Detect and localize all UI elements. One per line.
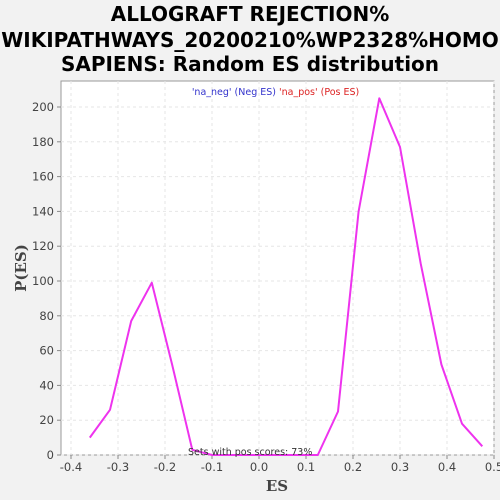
y-tick-label: 160	[32, 170, 54, 184]
x-tick-label: 0.2	[344, 460, 362, 474]
x-tick-label: -0.1	[201, 460, 223, 474]
y-tick-label: 120	[32, 239, 54, 253]
grid	[61, 81, 495, 456]
y-tick-label: 80	[39, 309, 54, 323]
legend: 'na_neg' (Neg ES) 'na_pos' (Pos ES)	[192, 87, 359, 98]
y-tick-label: 20	[39, 413, 54, 427]
plot-area	[60, 80, 495, 456]
series-layer	[88, 97, 484, 456]
y-tick-label: 40	[39, 378, 54, 392]
y-tick-label: 140	[32, 204, 54, 218]
legend-entry-pos: 'na_pos' (Pos ES)	[279, 87, 359, 98]
chart-title-line-1: ALLOGRAFT REJECTION%	[111, 2, 390, 26]
y-tick-label: 60	[39, 344, 54, 358]
legend-entry-neg: 'na_neg' (Neg ES)	[192, 87, 276, 98]
x-tick-label: -0.4	[60, 460, 82, 474]
x-tick-label: 0.4	[438, 460, 456, 474]
chart-title-line-3: SAPIENS: Random ES distribution	[61, 52, 439, 76]
pos-scores-annotation: Sets with pos scores: 73%	[188, 447, 312, 458]
x-axis-label: ES	[266, 477, 288, 495]
series-line-0	[88, 97, 484, 456]
y-axis-label: P(ES)	[12, 244, 30, 292]
y-tick-label: 0	[47, 448, 54, 462]
chart-title-line-2: WIKIPATHWAYS_20200210%WP2328%HOMO	[1, 28, 499, 52]
x-tick-label: 0.1	[297, 460, 315, 474]
x-tick-label: 0.5	[485, 460, 500, 474]
y-tick-label: 100	[32, 274, 54, 288]
x-tick-label: -0.2	[154, 460, 176, 474]
axis-ticks: -0.4 -0.3 -0.2 -0.1 0.0 0.1 0.2 0.3 0.4 0.5 0 20 40 6…	[32, 100, 500, 474]
y-tick-label: 200	[32, 100, 54, 114]
x-tick-label: 0.0	[250, 460, 268, 474]
chart-title: ALLOGRAFT REJECTION% WIKIPATHWAYS_202002…	[1, 2, 499, 76]
x-tick-label: -0.3	[107, 460, 129, 474]
y-tick-label: 180	[32, 135, 54, 149]
x-tick-label: 0.3	[391, 460, 409, 474]
